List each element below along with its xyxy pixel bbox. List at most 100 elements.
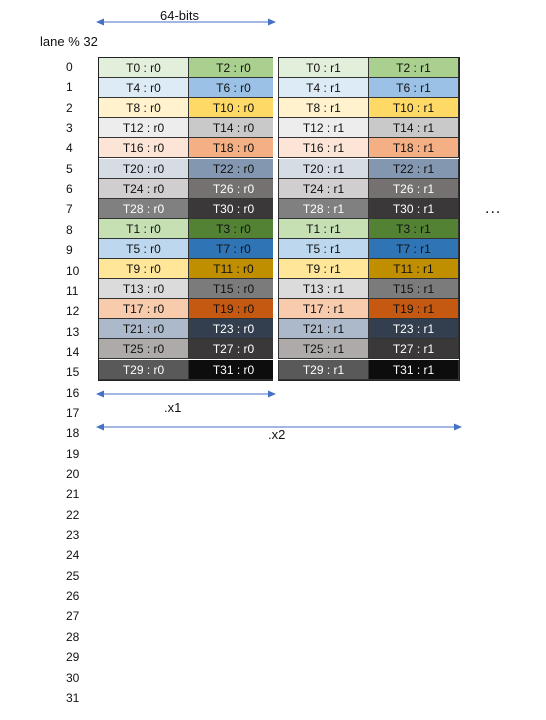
lane-header: lane % 32 (40, 34, 98, 49)
register-cell: T9 : r1 (279, 259, 369, 280)
lane-number: 10 (66, 263, 80, 278)
bit-width-label: 64-bits (160, 8, 200, 23)
lane-number: 0 (66, 60, 73, 74)
lane-number: 18 (66, 426, 80, 441)
register-cell: T31 : r1 (369, 359, 459, 380)
lane-number: 25 (66, 568, 80, 583)
register-cell: T26 : r1 (369, 178, 459, 199)
register-layout-grid: T0 : r0 T2 : r0 T0 : r1 T2 : r1 T4 : r0 T6 : … (98, 57, 460, 381)
register-cell: T0 : r1 (279, 58, 369, 79)
lane-number: 17 (66, 405, 80, 420)
register-cell: T27 : r1 (369, 339, 459, 360)
register-cell: T29 : r1 (279, 359, 369, 380)
lane-number: 26 (66, 589, 80, 604)
lane-number: 8 (66, 222, 73, 237)
register-cell: T24 : r0 (99, 178, 189, 199)
register-cell: T0 : r0 (99, 58, 189, 79)
register-cell: T4 : r1 (279, 78, 369, 99)
x2-span-label: .x2 (268, 427, 286, 442)
register-cell: T11 : r0 (189, 259, 279, 280)
lane-number: 30 (66, 670, 80, 685)
register-cell: T21 : r1 (279, 319, 369, 340)
register-cell: T12 : r1 (279, 118, 369, 139)
lane-number: 11 (66, 283, 79, 298)
register-cell: T22 : r1 (369, 158, 459, 179)
register-cell: T31 : r0 (189, 359, 279, 380)
register-cell: T16 : r0 (99, 138, 189, 159)
x2-span-arrow (96, 423, 462, 431)
lane-number: 24 (66, 548, 80, 563)
lane-number: 7 (66, 202, 73, 217)
register-cell: T19 : r1 (369, 299, 459, 320)
register-cell: T26 : r0 (189, 178, 279, 199)
register-cell: T2 : r1 (369, 58, 459, 79)
register-cell: T4 : r0 (99, 78, 189, 99)
register-cell: T12 : r0 (99, 118, 189, 139)
register-cell: T25 : r1 (279, 339, 369, 360)
lane-number: 6 (66, 182, 73, 197)
column-gap (273, 55, 278, 381)
register-cell: T1 : r0 (99, 218, 189, 239)
lane-number: 16 (66, 385, 80, 400)
lane-number: 22 (66, 507, 80, 522)
register-cell: T9 : r0 (99, 259, 189, 280)
lane-number: 19 (66, 446, 80, 461)
lane-number: 31 (66, 690, 80, 705)
register-cell: T3 : r0 (189, 218, 279, 239)
lane-number: 27 (66, 609, 80, 624)
lane-number: 1 (66, 80, 73, 95)
lane-number: 28 (66, 629, 80, 644)
lane-number: 9 (66, 243, 73, 258)
register-cell: T6 : r0 (189, 78, 279, 99)
register-cell: T11 : r1 (369, 259, 459, 280)
register-cell: T28 : r0 (99, 198, 189, 219)
register-cell: T17 : r0 (99, 299, 189, 320)
register-cell: T29 : r0 (99, 359, 189, 380)
register-cell: T14 : r0 (189, 118, 279, 139)
register-cell: T27 : r0 (189, 339, 279, 360)
register-cell: T5 : r0 (99, 238, 189, 259)
register-cell: T6 : r1 (369, 78, 459, 99)
register-cell: T20 : r1 (279, 158, 369, 179)
x1-span-arrow (96, 390, 276, 398)
register-cell: T15 : r1 (369, 279, 459, 300)
lane-number: 20 (66, 467, 80, 481)
register-cell: T23 : r0 (189, 319, 279, 340)
register-cell: T24 : r1 (279, 178, 369, 199)
register-cell: T28 : r1 (279, 198, 369, 219)
register-cell: T7 : r0 (189, 238, 279, 259)
register-cell: T13 : r1 (279, 279, 369, 300)
register-cell: T18 : r1 (369, 138, 459, 159)
register-cell: T22 : r0 (189, 158, 279, 179)
register-cell: T10 : r0 (189, 98, 279, 119)
lane-number: 4 (66, 141, 73, 156)
bit-width-arrow (96, 18, 276, 26)
register-cell: T8 : r0 (99, 98, 189, 119)
lane-number: 23 (66, 528, 80, 543)
lane-number: 15 (66, 365, 80, 380)
register-cell: T23 : r1 (369, 319, 459, 340)
lane-number: 13 (66, 324, 80, 339)
register-cell: T21 : r0 (99, 319, 189, 340)
register-cell: T15 : r0 (189, 279, 279, 300)
lane-number: 2 (66, 100, 73, 115)
register-cell: T7 : r1 (369, 238, 459, 259)
register-cell: T13 : r0 (99, 279, 189, 300)
lane-number: 29 (66, 650, 80, 665)
register-cell: T19 : r0 (189, 299, 279, 320)
lane-number: 5 (66, 161, 73, 176)
lane-number: 3 (66, 121, 73, 136)
register-cell: T17 : r1 (279, 299, 369, 320)
register-cell: T14 : r1 (369, 118, 459, 139)
lane-number: 12 (66, 304, 80, 319)
register-cell: T5 : r1 (279, 238, 369, 259)
register-cell: T16 : r1 (279, 138, 369, 159)
register-cell: T25 : r0 (99, 339, 189, 360)
continuation-ellipsis: ... (485, 200, 502, 217)
register-cell: T10 : r1 (369, 98, 459, 119)
lane-number: 14 (66, 344, 80, 359)
register-cell: T30 : r0 (189, 198, 279, 219)
x1-span-label: .x1 (164, 400, 182, 415)
register-cell: T18 : r0 (189, 138, 279, 159)
lane-number: 21 (66, 487, 80, 502)
